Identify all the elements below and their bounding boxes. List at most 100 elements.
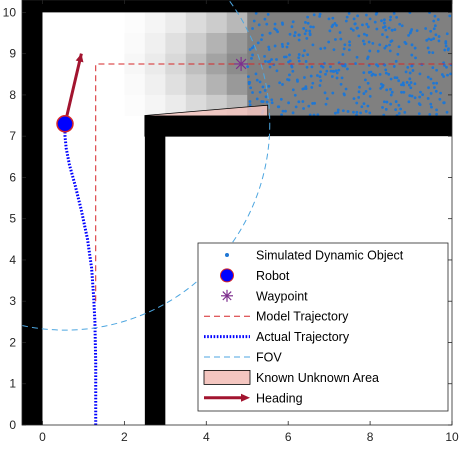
dynamic-object-point [429, 92, 433, 95]
dynamic-object-point [334, 38, 337, 41]
dynamic-object-point [399, 107, 403, 111]
dynamic-object-point [389, 87, 392, 91]
dynamic-object-point [403, 110, 407, 114]
dynamic-object-point [405, 81, 409, 84]
dynamic-object-point [305, 36, 309, 40]
dynamic-object-point [255, 78, 259, 82]
cost-map-cell [185, 33, 207, 55]
x-tick-label: 10 [445, 430, 459, 444]
y-tick-label: 9 [9, 47, 16, 61]
cost-map-cell [226, 12, 248, 34]
dynamic-object-point [275, 69, 279, 73]
dynamic-object-point [444, 40, 448, 43]
dynamic-object-point [303, 49, 306, 53]
legend-entry: Robot [220, 268, 290, 283]
dynamic-object-point [401, 81, 405, 85]
dynamic-object-point [363, 78, 367, 82]
dynamic-object-point [424, 27, 428, 30]
dynamic-object-point [282, 55, 286, 59]
dynamic-object-point [308, 32, 312, 36]
dynamic-object-point [368, 17, 372, 21]
legend-label: Known Unknown Area [256, 371, 379, 385]
cost-map-cell [226, 74, 248, 96]
dynamic-object-point [291, 69, 295, 73]
dynamic-object-point [339, 37, 343, 41]
dynamic-object-point [355, 101, 359, 105]
dynamic-object-point [418, 95, 422, 99]
dynamic-object-point [364, 109, 368, 113]
dynamic-object-point [365, 33, 369, 37]
axes: 0 2 4 6 8 10 0 1 2 3 4 5 6 7 8 9 10 [3, 0, 459, 444]
cost-map-cell [185, 53, 207, 75]
dynamic-object-point [440, 73, 444, 76]
dynamic-object-point [288, 53, 291, 57]
dynamic-object-point [250, 56, 253, 60]
y-tick-label: 3 [9, 294, 16, 308]
dynamic-object-point [368, 95, 372, 98]
dynamic-object-point [288, 59, 292, 63]
dynamic-object-point [335, 76, 339, 80]
dynamic-object-point [297, 59, 301, 63]
dynamic-object-point [281, 109, 285, 113]
cost-map-cell [124, 12, 146, 34]
legend: Simulated Dynamic Object Robot Waypoint Mod… [197, 242, 449, 412]
dynamic-object-point [311, 81, 315, 85]
dynamic-object-point [428, 112, 432, 116]
dynamic-object-point [254, 11, 258, 15]
dynamic-object-point [321, 65, 325, 69]
y-tick-label: 7 [9, 129, 16, 143]
cost-map-cell [144, 33, 166, 55]
dynamic-object-point [376, 49, 380, 53]
dynamic-object-point [328, 29, 332, 33]
dynamic-object-point [417, 102, 421, 106]
dynamic-object-point [331, 16, 335, 20]
dynamic-object-point [396, 52, 400, 56]
dynamic-object-point [263, 54, 266, 58]
dynamic-object-point [298, 33, 301, 37]
dynamic-object-point [303, 76, 306, 79]
dynamic-object-point [432, 37, 436, 41]
dynamic-object-point [432, 81, 435, 85]
dynamic-object-point [276, 30, 280, 34]
dynamic-object-point [293, 34, 296, 38]
cost-map-cell [165, 12, 187, 34]
dynamic-object-point [395, 76, 399, 80]
dynamic-object-point [408, 77, 412, 81]
dynamic-object-point [367, 40, 371, 44]
dynamic-object-point [287, 78, 291, 82]
dynamic-object-point [418, 72, 422, 76]
dynamic-object-point [355, 55, 359, 59]
dynamic-object-point [443, 48, 447, 52]
dynamic-object-point [413, 46, 417, 50]
legend-waypoint-stroke [222, 291, 232, 301]
dynamic-object-point [436, 18, 440, 21]
cost-map-cell [226, 33, 248, 55]
dynamic-object-point [313, 101, 317, 105]
dynamic-object-point [252, 19, 256, 23]
dynamic-object-point [426, 97, 430, 100]
dynamic-object-point [348, 43, 352, 47]
dynamic-object-point [323, 46, 327, 50]
dynamic-object-point [400, 24, 404, 28]
dynamic-object-point [371, 41, 375, 45]
dynamic-object-point [301, 54, 305, 58]
dynamic-object-point [338, 31, 342, 34]
dynamic-object-point [393, 28, 397, 31]
dynamic-object-point [380, 85, 384, 89]
dynamic-object-point [381, 105, 384, 109]
dynamic-object-point [247, 75, 250, 79]
x-tick-label: 8 [367, 430, 374, 444]
dynamic-object-point [332, 48, 336, 52]
cost-map-cell [103, 74, 125, 96]
dynamic-object-point [397, 112, 401, 115]
dynamic-object-point [312, 25, 315, 29]
cost-map-cell [144, 53, 166, 75]
dynamic-object-point [388, 49, 392, 53]
dynamic-object-point [389, 102, 393, 106]
dynamic-object-point [419, 90, 422, 94]
dynamic-object-point [311, 102, 315, 105]
y-tick-label: 5 [9, 212, 16, 226]
dynamic-object-point [414, 56, 417, 60]
cost-map-cell [206, 74, 228, 96]
dynamic-object-point [280, 21, 284, 25]
